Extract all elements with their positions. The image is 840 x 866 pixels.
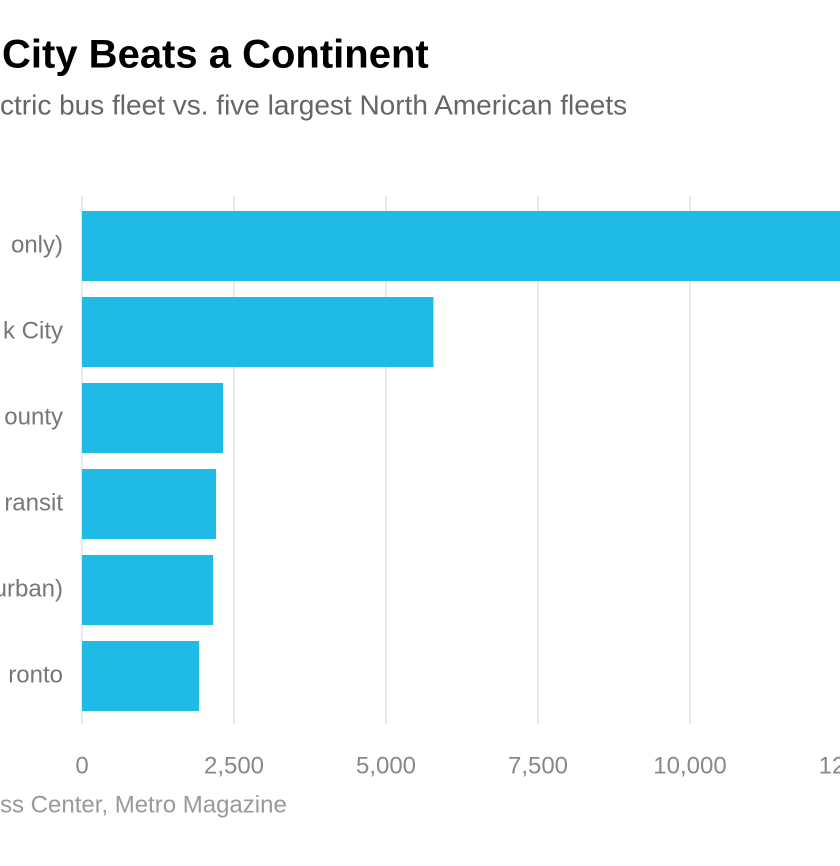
y-tick-label: urban) (0, 575, 63, 602)
y-tick-label: ransit (4, 489, 63, 516)
y-tick-label: ronto (8, 661, 63, 688)
chart-subtitle: ctric bus fleet vs. five largest North A… (0, 89, 627, 120)
y-tick-label: only) (11, 231, 63, 258)
x-tick-label: 10,000 (653, 752, 726, 779)
chart-title: City Beats a Continent (2, 33, 429, 77)
bar (82, 211, 840, 281)
source-note: ss Center, Metro Magazine (0, 791, 287, 818)
y-tick-label: k City (3, 317, 63, 344)
bar (82, 555, 214, 625)
bar (82, 383, 224, 453)
x-tick-label: 0 (75, 752, 88, 779)
bar (82, 297, 434, 367)
x-tick-label: 12,5 (819, 752, 840, 779)
y-tick-label: ounty (4, 403, 63, 430)
x-tick-label: 2,500 (204, 752, 264, 779)
x-tick-label: 5,000 (356, 752, 416, 779)
bar (82, 641, 200, 711)
x-tick-label: 7,500 (508, 752, 568, 779)
bar (82, 469, 217, 539)
